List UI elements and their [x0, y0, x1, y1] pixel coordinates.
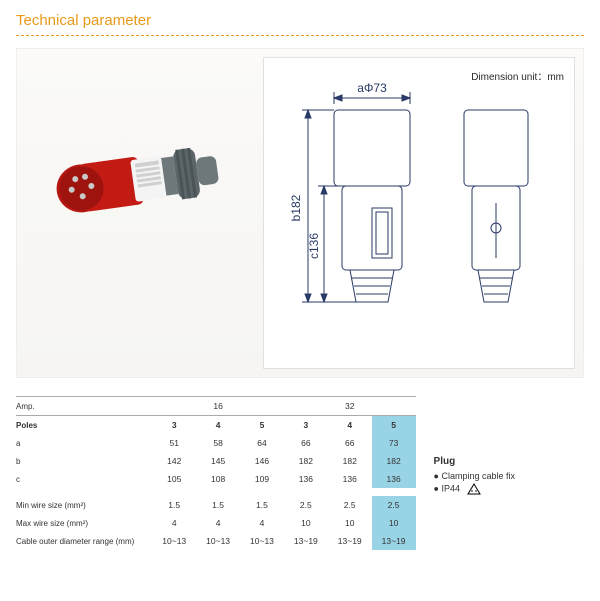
- cell: 2.5: [372, 496, 416, 514]
- product-panel: Dimension unit：mm aΦ73: [16, 48, 584, 378]
- row-cablerange: Cable outer diameter range (mm): [16, 532, 152, 550]
- cell: 182: [328, 452, 372, 470]
- cell: 109: [240, 470, 284, 488]
- cell: 1.5: [196, 496, 240, 514]
- bullet-clamping: ● Clamping cable fix: [434, 471, 515, 481]
- cell: 4: [240, 514, 284, 532]
- cell: 58: [196, 434, 240, 452]
- cell: 4: [196, 514, 240, 532]
- cell: 142: [152, 452, 196, 470]
- cell: 2.5: [328, 496, 372, 514]
- cell: 13~19: [328, 532, 372, 550]
- dimension-unit-label: Dimension unit：mm: [471, 68, 564, 83]
- cell: 10~13: [240, 532, 284, 550]
- svg-text:aΦ73: aΦ73: [357, 81, 387, 95]
- cell: 10: [372, 514, 416, 532]
- row-a: a: [16, 434, 152, 452]
- svg-text:b182: b182: [289, 194, 303, 221]
- bullet-ip44: ● IP44: [434, 483, 515, 495]
- cell: 5: [372, 416, 416, 435]
- cell: 1.5: [152, 496, 196, 514]
- cell: 136: [284, 470, 328, 488]
- cell: 10~13: [196, 532, 240, 550]
- section-title: Technical parameter: [16, 12, 584, 29]
- cell: 2.5: [284, 496, 328, 514]
- specs-table: Amp. 16 32 Poles 3 4 5 3 4 5 a 51 58 64 …: [16, 396, 416, 550]
- cell: 4: [152, 514, 196, 532]
- cell: 1.5: [240, 496, 284, 514]
- poles-label: Poles: [16, 416, 152, 435]
- cell: 51: [152, 434, 196, 452]
- cell: 64: [240, 434, 284, 452]
- cell: 146: [240, 452, 284, 470]
- cell: 136: [372, 470, 416, 488]
- specs-section: Amp. 16 32 Poles 3 4 5 3 4 5 a 51 58 64 …: [16, 396, 584, 550]
- cell: 182: [284, 452, 328, 470]
- amp-32: 32: [284, 397, 416, 416]
- svg-text:c136: c136: [307, 233, 321, 259]
- cell: 13~19: [284, 532, 328, 550]
- cell: 66: [284, 434, 328, 452]
- cell: 3: [284, 416, 328, 435]
- dimension-diagram: Dimension unit：mm aΦ73: [263, 57, 575, 369]
- amp-16: 16: [152, 397, 284, 416]
- row-b: b: [16, 452, 152, 470]
- cell: 108: [196, 470, 240, 488]
- ip-rating-icon: [467, 483, 481, 495]
- cell: 145: [196, 452, 240, 470]
- row-minwire: Min wire size (mm²): [16, 496, 152, 514]
- cell: 66: [328, 434, 372, 452]
- cell: 10: [284, 514, 328, 532]
- cell: 5: [240, 416, 284, 435]
- side-info: Plug ● Clamping cable fix ● IP44: [428, 396, 515, 550]
- cell: 4: [328, 416, 372, 435]
- cell: 105: [152, 470, 196, 488]
- row-c: c: [16, 470, 152, 488]
- row-maxwire: Max wire size (mm²): [16, 514, 152, 532]
- cell: 182: [372, 452, 416, 470]
- bullet-text: IP44: [441, 483, 460, 493]
- cell: 13~19: [372, 532, 416, 550]
- cell: 73: [372, 434, 416, 452]
- cell: 3: [152, 416, 196, 435]
- cell: 136: [328, 470, 372, 488]
- cell: 4: [196, 416, 240, 435]
- bullet-text: Clamping cable fix: [441, 471, 515, 481]
- plug-title: Plug: [434, 456, 515, 467]
- amp-label: Amp.: [16, 397, 152, 416]
- cell: 10: [328, 514, 372, 532]
- cell: 10~13: [152, 532, 196, 550]
- divider: [16, 35, 584, 36]
- plug-product-illustration: [41, 133, 241, 228]
